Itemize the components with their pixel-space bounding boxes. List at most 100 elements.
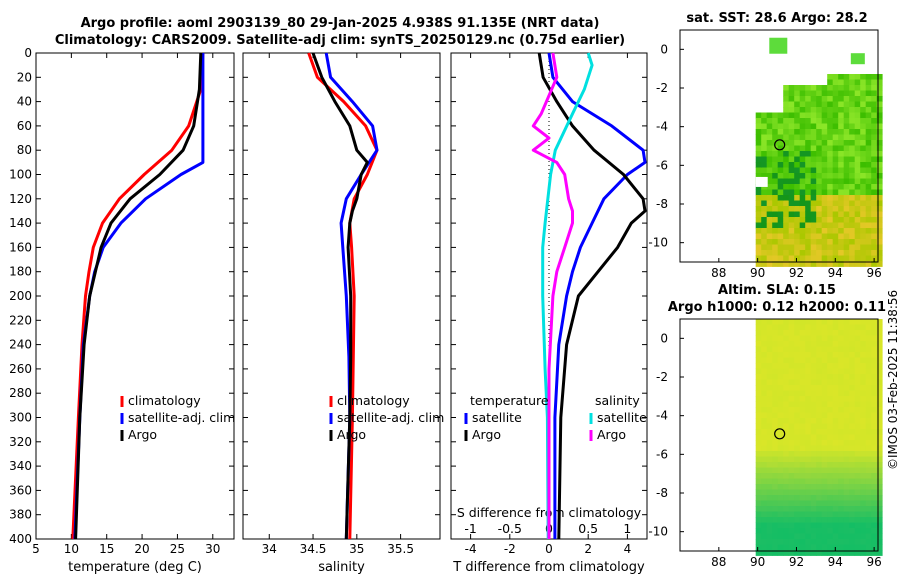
salinity-axes: 34 34.5 35 35.5 salinity climatology satellite… [242, 52, 444, 575]
map-x-tick-label-92: 92 [789, 555, 804, 569]
sla-heatmap-cells [755, 319, 883, 556]
diff-line-s-argo [531, 52, 574, 539]
x-tick-label-34: 34 [262, 542, 277, 556]
x-tick-label-35: 35 [349, 542, 364, 556]
x-tick-label-25: 25 [170, 542, 185, 556]
sal-line-satellite [324, 52, 379, 540]
chart-title: Argo profile: aoml 2903139_80 29-Jan-202… [80, 16, 600, 31]
map-x-tick-label-88: 88 [711, 266, 726, 280]
y-tick-label-280: 280 [9, 386, 32, 400]
float-position-marker [774, 428, 786, 440]
map-x-tick-label-96: 96 [866, 266, 881, 280]
y-tick-label-180: 180 [9, 265, 32, 279]
x-tick-label-20: 20 [134, 542, 149, 556]
x-tick-label-0: 0 [545, 542, 553, 556]
x-tick-label-30: 30 [205, 542, 220, 556]
x-tick-label-4: 4 [624, 542, 632, 556]
map-y-tick-label-m8: -8 [656, 197, 668, 211]
map-y-tick-label-0: 0 [660, 42, 668, 56]
map-y-tick-label-m6: -6 [656, 158, 668, 172]
legend-label-climatology: climatology [337, 393, 410, 408]
map-y-tick-label-m2: -2 [656, 81, 668, 95]
y-tick-label-400: 400 [9, 532, 32, 546]
y-tick-label-20: 20 [17, 70, 32, 84]
x-tick-label-35p5: 35.5 [387, 542, 414, 556]
y-tick-label-360: 360 [9, 483, 32, 497]
x-tick-label-5: 5 [32, 542, 40, 556]
map-y-tick-label-m10: -10 [648, 525, 668, 539]
sla-map-axes: 88 90 92 94 96 0 -2 -4 -6 -8 -10 Altim. SLA: 0.15 Ar… [648, 283, 886, 569]
x-tick-label-34p5: 34.5 [300, 542, 327, 556]
s-tick-label-0p5: 0.5 [578, 521, 598, 536]
y-tick-label-60: 60 [17, 119, 32, 133]
sla-map-title-1: Argo h1000: 0.12 h2000: 0.11 [668, 300, 886, 315]
map-x-tick-label-90: 90 [750, 555, 765, 569]
sst-gap [755, 176, 768, 187]
y-tick-label-380: 380 [9, 508, 32, 522]
temp-line-argo [74, 52, 203, 540]
sal-line-climatology [307, 52, 379, 540]
map-x-tick-label-90: 90 [750, 266, 765, 280]
map-x-tick-label-92: 92 [789, 266, 804, 280]
sst-map-title-0: sat. SST: 28.6 Argo: 28.2 [686, 11, 867, 26]
x-axis-label: temperature (deg C) [68, 560, 202, 575]
legend-label-s-0: satellite [597, 410, 647, 425]
map-y-tick-label-m6: -6 [656, 447, 668, 461]
y-tick-label-340: 340 [9, 459, 32, 473]
sal-line-argo [311, 52, 369, 540]
map-y-tick-label-m2: -2 [656, 370, 668, 384]
timestamp-stamp: ©IMOS 03-Feb-2025 11:38:56 [886, 289, 900, 470]
y-tick-label-260: 260 [9, 362, 32, 376]
map-x-tick-label-96: 96 [866, 555, 881, 569]
y-tick-label-140: 140 [9, 216, 32, 230]
y-tick-label-200: 200 [9, 289, 32, 303]
y-tick-label-300: 300 [9, 411, 32, 425]
y-tick-label-40: 40 [17, 95, 32, 109]
x-tick-label-2: 2 [584, 542, 592, 556]
chart-subtitle: Climatology: CARS2009. Satellite-adj cli… [54, 33, 626, 48]
map-frame [679, 29, 879, 263]
y-tick-label-240: 240 [9, 338, 32, 352]
map-x-tick-label-88: 88 [711, 555, 726, 569]
x-tick-label-m4: -4 [465, 542, 477, 556]
s-tick-label-m1: -1 [464, 521, 476, 536]
x-axis-label: T difference from climatology [452, 560, 645, 575]
y-tick-label-100: 100 [9, 168, 32, 182]
x-axis-label: salinity [318, 560, 365, 575]
diff-line-t-satellite [547, 52, 647, 539]
float-position-marker [774, 139, 786, 151]
diff-line-s-satellite [541, 52, 594, 540]
legend-label-climatology: climatology [128, 393, 201, 408]
sst-small-patch [850, 53, 865, 65]
sst-island-patch [769, 37, 788, 54]
legend-label-argo: Argo [337, 427, 366, 442]
map-frame [679, 318, 879, 552]
s-tick-label-1: 1 [623, 521, 631, 536]
x-tick-label-15: 15 [99, 542, 114, 556]
legend-label-satellite: satellite-adj. clim [337, 410, 444, 425]
diff-line-t-argo [537, 52, 647, 540]
y-tick-label-220: 220 [9, 313, 32, 327]
map-y-tick-label-m4: -4 [656, 120, 668, 134]
sst-map-axes: 88 90 92 94 96 0 -2 -4 -6 -8 -10 sat. SST: 28.6 Arg… [648, 11, 883, 280]
s-tick-label-m0p5: -0.5 [498, 521, 522, 536]
legend-label-s-1: Argo [597, 427, 626, 442]
plot-frame [35, 52, 235, 540]
map-x-tick-label-94: 94 [828, 266, 843, 280]
temperature-axes: 5 10 15 20 25 3002040608010012014016018020022… [9, 46, 235, 575]
map-y-tick-label-0: 0 [660, 331, 668, 345]
plot-frame [242, 52, 441, 540]
y-tick-label-80: 80 [17, 143, 32, 157]
legend-label-t-1: Argo [472, 427, 501, 442]
sla-map-title-0: Altim. SLA: 0.15 [718, 283, 836, 298]
legend-label-argo: Argo [128, 427, 157, 442]
map-y-tick-label-m10: -10 [648, 236, 668, 250]
map-y-tick-label-m4: -4 [656, 409, 668, 423]
legend-label-satellite: satellite-adj. clim [128, 410, 235, 425]
legend-header-temperature: temperature [470, 393, 549, 408]
legend-header-salinity: salinity [595, 393, 640, 408]
y-tick-label-320: 320 [9, 435, 32, 449]
legend-label-t-0: satellite [472, 410, 522, 425]
